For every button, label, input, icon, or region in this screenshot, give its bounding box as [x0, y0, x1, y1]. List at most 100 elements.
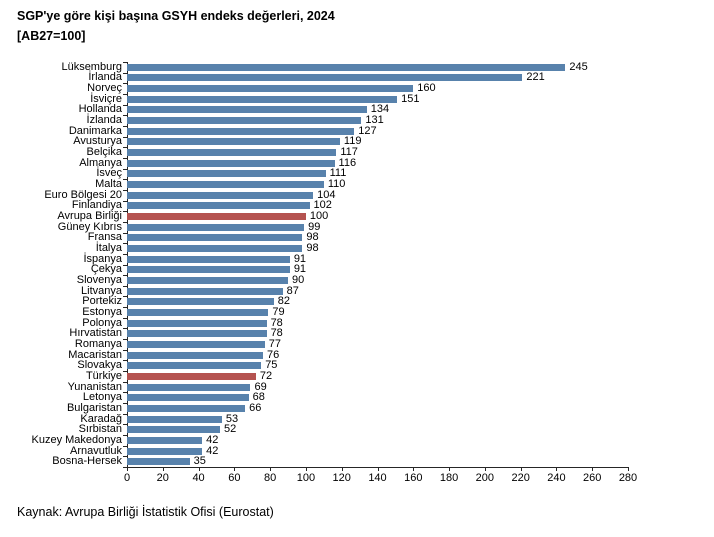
category-label: Sırbistan [78, 423, 122, 436]
bar [127, 308, 269, 316]
bar [127, 404, 246, 412]
category-label: İrlanda [88, 71, 122, 84]
value-label: 98 [306, 231, 319, 244]
y-axis-tick [123, 211, 127, 213]
y-axis-tick [123, 275, 127, 277]
chart-title: SGP'ye göre kişi başına GSYH endeks değe… [17, 9, 335, 23]
bar [127, 127, 355, 135]
y-axis-tick [123, 179, 127, 181]
x-axis-tick-label: 220 [511, 472, 530, 484]
value-label: 102 [313, 199, 332, 212]
bar [127, 340, 265, 348]
value-label: 111 [329, 167, 347, 180]
category-label: Litvanya [81, 284, 122, 297]
category-label: Almanya [79, 156, 122, 169]
x-axis-tick [270, 467, 272, 471]
category-label: Fransa [87, 231, 122, 244]
y-axis-tick [123, 381, 127, 383]
value-label: 90 [292, 273, 305, 286]
bar [127, 436, 203, 444]
bar [127, 74, 523, 82]
y-axis-tick [123, 424, 127, 426]
category-label: Belçika [86, 146, 122, 159]
x-axis-tick-label: 100 [296, 472, 316, 484]
bar [127, 223, 305, 231]
category-label: Yunanistan [67, 380, 122, 393]
category-label: Lüksemburg [61, 60, 122, 73]
value-label: 87 [286, 284, 299, 297]
category-label: Güney Kıbrıs [57, 220, 122, 233]
x-axis-tick-label: 240 [547, 472, 566, 484]
category-label: Finlandiya [71, 199, 122, 212]
category-label: Hırvatistan [69, 327, 122, 340]
y-axis-tick [123, 62, 127, 63]
bar [127, 255, 290, 263]
value-label: 69 [254, 380, 267, 393]
bar [127, 181, 324, 189]
y-axis-tick [123, 285, 127, 287]
y-axis-tick [123, 264, 127, 266]
y-axis-tick [123, 104, 127, 106]
value-label: 91 [293, 263, 307, 276]
value-label: 78 [270, 316, 283, 329]
y-axis-tick [123, 413, 127, 415]
bar [127, 117, 362, 125]
x-axis-tick [413, 467, 415, 471]
y-axis-tick [123, 307, 127, 309]
bar [127, 415, 222, 423]
value-label: 77 [268, 337, 282, 350]
category-label: Polonya [82, 316, 122, 329]
category-label: Karadağ [80, 412, 122, 425]
value-label: 119 [343, 135, 362, 148]
value-label: 116 [338, 156, 357, 169]
y-axis-tick [123, 243, 127, 245]
category-label: Letonya [82, 391, 122, 404]
y-axis-tick [123, 232, 127, 234]
value-label: 99 [308, 220, 321, 233]
bar [127, 149, 337, 157]
highlight-bar [127, 372, 256, 380]
y-axis-tick [123, 72, 127, 74]
category-label: İsveç [96, 167, 122, 180]
bar [127, 266, 290, 274]
value-label: 104 [317, 188, 336, 201]
bar [127, 106, 367, 114]
bar [127, 138, 340, 146]
y-axis-line [127, 62, 128, 468]
category-label: Romanya [74, 337, 122, 350]
x-axis-tick-label: 80 [264, 472, 277, 484]
y-axis-tick [123, 371, 127, 373]
value-label: 245 [569, 60, 588, 73]
x-axis-tick [592, 467, 594, 471]
category-label: Avusturya [73, 135, 122, 148]
value-label: 131 [365, 114, 384, 127]
value-label: 53 [225, 412, 239, 425]
value-label: 42 [206, 444, 219, 457]
y-axis-tick [123, 456, 127, 458]
category-label: Bosna-Hersek [52, 455, 122, 468]
x-axis-tick [628, 467, 629, 471]
bar [127, 362, 262, 370]
y-axis-tick [123, 147, 127, 149]
x-axis-tick-label: 60 [228, 472, 241, 484]
y-axis-tick [123, 296, 127, 298]
y-axis-tick [123, 168, 127, 170]
y-axis-tick [123, 136, 127, 138]
category-label: Slovenya [76, 273, 122, 286]
source-note: Kaynak: Avrupa Birliği İstatistik Ofisi … [17, 505, 274, 519]
y-axis-tick [123, 157, 127, 159]
category-label: Çekya [90, 263, 122, 276]
y-axis-tick [123, 317, 127, 319]
x-axis-tick-label: 20 [156, 472, 169, 484]
bar [127, 426, 221, 434]
y-axis-tick [123, 328, 127, 330]
value-label: 221 [526, 71, 545, 84]
y-axis-tick [123, 360, 127, 362]
y-axis-tick [123, 253, 127, 255]
value-label: 134 [370, 103, 390, 116]
category-label: Portekiz [82, 295, 122, 308]
y-axis-tick [123, 435, 127, 437]
bar [127, 447, 203, 455]
value-label: 66 [249, 401, 262, 414]
